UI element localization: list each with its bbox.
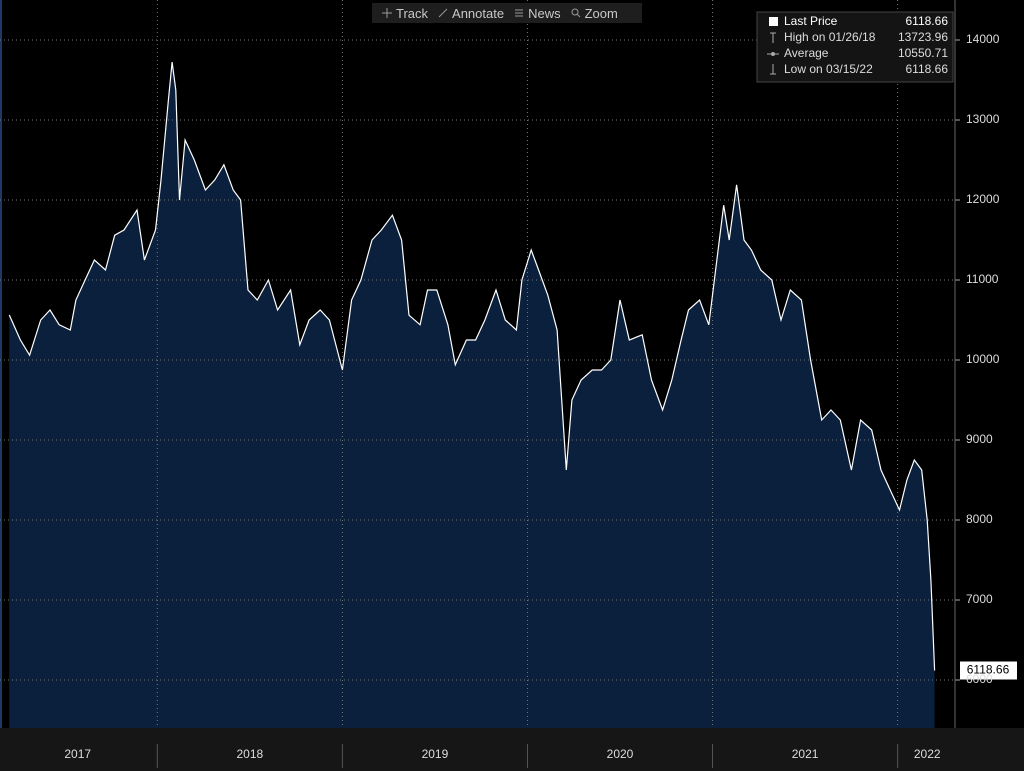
toolbar-track[interactable]: Track (382, 6, 428, 21)
x-tick-label: 2020 (607, 747, 634, 761)
x-tick-label: 2022 (914, 747, 941, 761)
y-tick-label: 14000 (966, 32, 1000, 46)
legend-label: Last Price (784, 14, 838, 28)
legend-box (756, 11, 954, 83)
icon (515, 9, 524, 17)
icon (438, 8, 448, 18)
y-tick-label: 8000 (966, 512, 993, 526)
x-tick-label: 2019 (422, 747, 449, 761)
toolbar-news[interactable]: News (514, 6, 561, 21)
toolbar-annotate[interactable]: Annotate (438, 6, 504, 21)
plot (0, 0, 955, 729)
toolbar-label: News (528, 5, 561, 21)
legend-label: Low on 03/15/22 (784, 62, 873, 76)
y-tick-label: 13000 (966, 112, 1000, 126)
legend-icon (771, 52, 775, 56)
toolbar-zoom[interactable]: Zoom (571, 6, 618, 21)
line (8, 62, 936, 671)
legend: Last Price 6118.66 High on 01/26/18 13723.… (756, 11, 954, 83)
toolbar: Track Annotate News Zoom (372, 3, 642, 23)
y-tick-label: 6000 (966, 672, 993, 686)
icon (382, 8, 392, 18)
x-tick-label: 2018 (237, 747, 264, 761)
toolbar-label: Annotate (452, 5, 505, 21)
toolbar-label: Zoom (584, 5, 618, 21)
area (9, 62, 935, 729)
legend-label: High on 01/26/18 (784, 30, 876, 44)
y-tick-label: 7000 (966, 592, 993, 606)
icon (571, 8, 580, 18)
last-price-tag (960, 661, 1017, 680)
y-tick-label: 11000 (966, 272, 999, 286)
last-price-label: 6118.66 (967, 663, 1010, 677)
legend-value: 6118.66 (906, 14, 949, 28)
x-tick-label: 2017 (64, 747, 91, 761)
y-tick-label: 9000 (966, 432, 993, 446)
legend-value: 13723.96 (898, 30, 948, 44)
x-tick-label: 2021 (792, 747, 819, 761)
legend-label: Average (784, 46, 829, 60)
legend-value: 6118.66 (906, 62, 949, 76)
x-axis-band (0, 728, 1024, 771)
legend-swatch (769, 17, 778, 26)
y-tick-label: 10000 (966, 352, 1000, 366)
legend-value: 10550.71 (898, 46, 948, 60)
y-tick-label: 12000 (966, 192, 1000, 206)
toolbar-label: Track (396, 5, 429, 21)
